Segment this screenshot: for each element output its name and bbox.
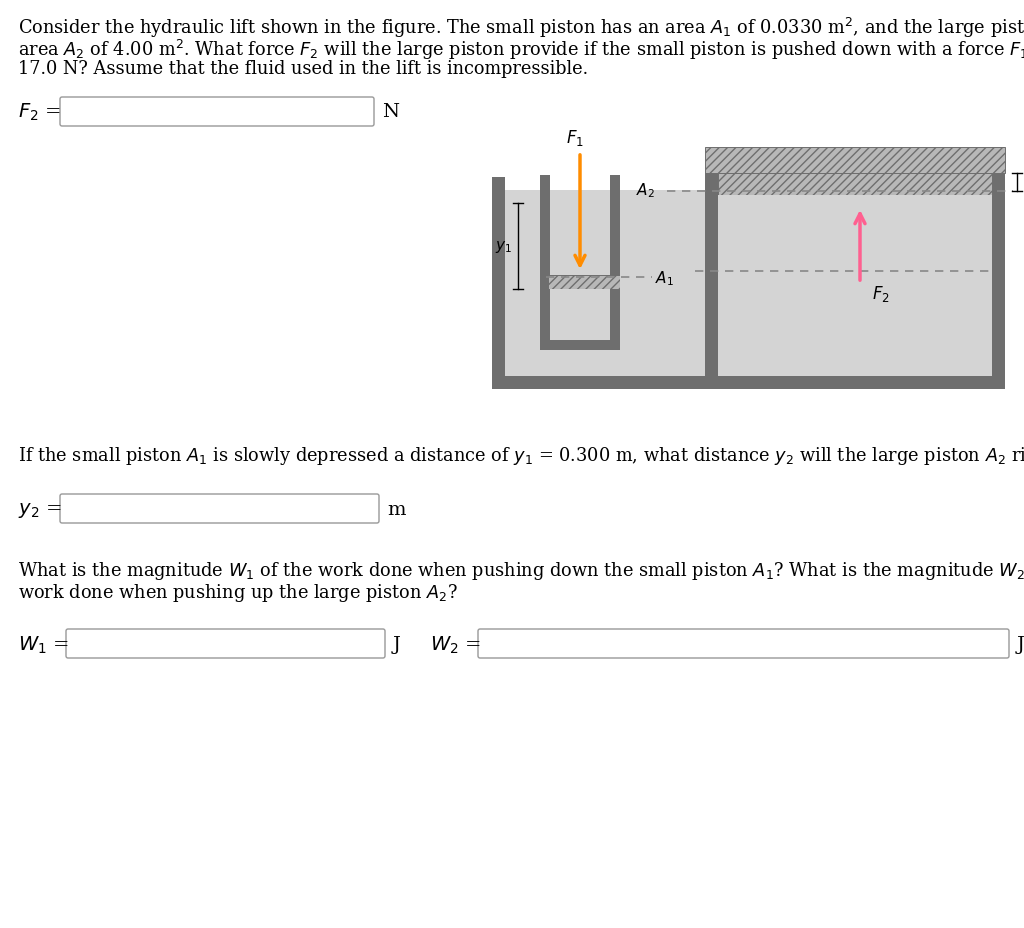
Bar: [705, 148, 1005, 174]
Text: J: J: [1017, 636, 1024, 653]
FancyBboxPatch shape: [66, 629, 385, 658]
Text: $A_1$: $A_1$: [655, 269, 674, 288]
Bar: [550, 341, 610, 351]
Text: $W_1$ =: $W_1$ =: [18, 634, 69, 655]
Bar: [718, 196, 992, 377]
Text: $y_2$ =: $y_2$ =: [18, 500, 61, 519]
Bar: [492, 377, 1005, 390]
Text: J: J: [393, 636, 400, 653]
Text: m: m: [387, 500, 406, 519]
Text: $A_2$: $A_2$: [636, 182, 655, 200]
Bar: [505, 191, 992, 377]
Text: $W_2$ =: $W_2$ =: [430, 634, 481, 655]
Bar: [992, 148, 1005, 390]
Bar: [548, 276, 620, 290]
Text: 17.0 N? Assume that the fluid used in the lift is incompressible.: 17.0 N? Assume that the fluid used in th…: [18, 60, 588, 78]
Text: $F_1$: $F_1$: [566, 128, 584, 148]
Bar: [718, 174, 992, 196]
FancyBboxPatch shape: [478, 629, 1009, 658]
Text: What is the magnitude $W_1$ of the work done when pushing down the small piston : What is the magnitude $W_1$ of the work …: [18, 560, 1024, 581]
Text: $F_2$: $F_2$: [872, 284, 890, 303]
Bar: [610, 175, 620, 351]
Text: N: N: [382, 103, 399, 121]
Text: Consider the hydraulic lift shown in the figure. The small piston has an area $A: Consider the hydraulic lift shown in the…: [18, 16, 1024, 40]
Bar: [505, 191, 540, 377]
Bar: [540, 175, 550, 351]
Bar: [550, 290, 610, 351]
Text: area $A_2$ of 4.00 m$^2$. What force $F_2$ will the large piston provide if the : area $A_2$ of 4.00 m$^2$. What force $F_…: [18, 38, 1024, 62]
Bar: [492, 178, 505, 390]
FancyBboxPatch shape: [60, 495, 379, 523]
Bar: [705, 174, 718, 390]
Bar: [620, 191, 705, 377]
Text: If the small piston $A_1$ is slowly depressed a distance of $y_1$ = 0.300 m, wha: If the small piston $A_1$ is slowly depr…: [18, 445, 1024, 467]
Text: $y_1$: $y_1$: [496, 238, 513, 254]
Text: $F_2$ =: $F_2$ =: [18, 101, 61, 122]
Text: work done when pushing up the large piston $A_2$?: work done when pushing up the large pist…: [18, 581, 458, 603]
FancyBboxPatch shape: [60, 97, 374, 127]
